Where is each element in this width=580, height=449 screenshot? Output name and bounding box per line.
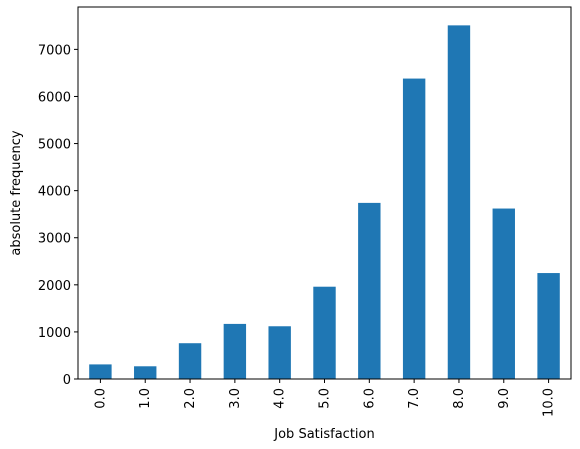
y-tick-label: 7000 (38, 43, 71, 58)
y-tick-label: 3000 (38, 232, 71, 247)
bar-0.0 (89, 364, 112, 379)
x-tick-label: 6.0 (362, 388, 377, 409)
bar-7.0 (402, 78, 426, 380)
bar-5.0 (313, 286, 336, 379)
x-axis-ticks: 0.0 1.0 2.0 3.0 4.0 5.0 6.0 7.0 8.0 9.0 10.0 (93, 379, 557, 417)
plot-frame (77, 6, 572, 380)
y-tick-label: 4000 (38, 185, 71, 200)
bar-6.0 (358, 202, 381, 379)
x-tick-label: 1.0 (138, 388, 153, 409)
y-tick-label: 2000 (38, 279, 71, 294)
bars-group (89, 25, 560, 380)
y-axis-ticks: 0 1000 2000 3000 4000 5000 6000 7000 (38, 43, 78, 388)
bar-1.0 (134, 366, 157, 379)
x-tick-label: 10.0 (542, 388, 557, 417)
bar-9.0 (492, 208, 515, 379)
x-tick-label: 8.0 (452, 388, 467, 409)
x-tick-label: 7.0 (407, 388, 422, 409)
y-tick-label: 0 (63, 373, 71, 388)
x-tick-label: 2.0 (183, 388, 198, 409)
x-tick-label: 5.0 (318, 388, 333, 409)
x-tick-label: 3.0 (228, 388, 243, 409)
bar-4.0 (268, 326, 291, 379)
x-tick-label: 0.0 (93, 388, 108, 409)
bar-3.0 (223, 323, 247, 379)
y-tick-label: 6000 (38, 90, 71, 105)
bar-10.0 (537, 273, 560, 379)
x-tick-label: 9.0 (497, 388, 512, 409)
y-tick-label: 1000 (38, 326, 71, 341)
y-axis-label: absolute frequency (9, 130, 24, 256)
bar-8.0 (447, 25, 471, 379)
bar-2.0 (178, 343, 202, 379)
y-tick-label: 5000 (38, 138, 71, 153)
x-axis-label: Job Satisfaction (273, 427, 374, 442)
x-tick-label: 4.0 (273, 388, 288, 409)
